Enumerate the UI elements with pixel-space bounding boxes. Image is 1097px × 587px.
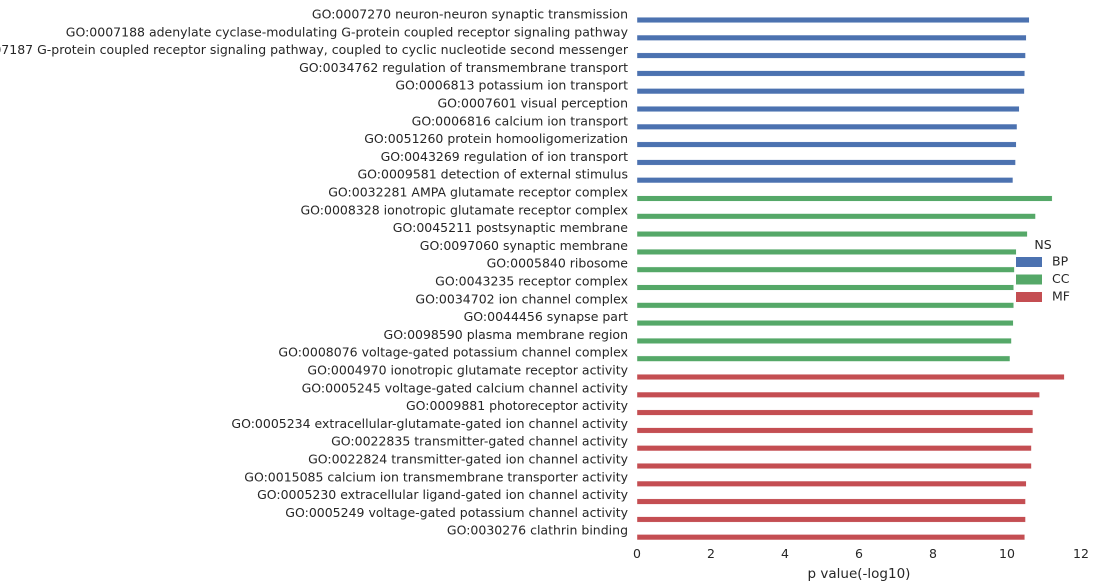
bar-bp xyxy=(636,106,1020,112)
bar-mf xyxy=(636,498,1026,505)
legend-label-bp: BP xyxy=(1052,254,1069,269)
bar-bp xyxy=(636,177,1014,184)
bar-cc xyxy=(636,266,1015,273)
category-label: GO:0008076 voltage-gated potassium chann… xyxy=(278,345,628,360)
bar-bp xyxy=(636,17,1030,23)
category-label: GO:0004970 ionotropic glutamate receptor… xyxy=(307,363,628,378)
category-label: GO:0007270 neuron-neuron synaptic transm… xyxy=(312,7,628,22)
category-labels: GO:0007270 neuron-neuron synaptic transm… xyxy=(0,7,629,538)
category-label: GO:0098590 plasma membrane region xyxy=(384,327,628,342)
x-tick-label: 10 xyxy=(999,546,1015,561)
bar-cc xyxy=(636,213,1036,220)
category-label: GO:0007188 adenylate cyclase-modulating … xyxy=(66,24,629,39)
x-tick-label: 2 xyxy=(707,546,715,561)
category-label: GO:0045211 postsynaptic membrane xyxy=(393,220,629,235)
bar-cc xyxy=(636,284,1014,291)
legend-swatch-cc xyxy=(1016,274,1042,285)
x-axis-ticks: 0 2 4 6 8 10 12 xyxy=(633,546,1089,561)
category-label: GO:0015085 calcium ion transmembrane tra… xyxy=(244,469,628,484)
bar-cc xyxy=(636,231,1028,238)
category-label: GO:0044456 synapse part xyxy=(464,309,628,324)
bar-bp xyxy=(636,88,1025,95)
category-label: GO:0043269 regulation of ion transport xyxy=(381,149,629,164)
bar-mf xyxy=(636,409,1034,416)
legend: NS BP CC MF xyxy=(1016,237,1070,304)
bar-mf xyxy=(636,463,1032,469)
bar-bp xyxy=(636,123,1018,130)
x-tick-label: 0 xyxy=(633,546,641,561)
category-label: GO:0005245 voltage-gated calcium channel… xyxy=(302,380,629,395)
x-tick-label: 4 xyxy=(781,546,789,561)
category-label: GO:0009581 detection of external stimulu… xyxy=(358,167,629,182)
x-tick-label: 6 xyxy=(855,546,863,561)
bar-bp xyxy=(636,159,1016,166)
category-label: GO:0051260 protein homooligomerization xyxy=(364,131,628,146)
bar-cc xyxy=(636,195,1053,202)
bar-bp xyxy=(636,70,1025,77)
category-label: GO:0034762 regulation of transmembrane t… xyxy=(299,60,628,75)
bar-mf xyxy=(636,427,1034,434)
bar-cc xyxy=(636,337,1012,344)
legend-swatch-mf xyxy=(1016,292,1042,302)
bar-mf xyxy=(636,534,1025,541)
category-label: GO:0006813 potassium ion transport xyxy=(395,78,628,93)
category-label: GO:0009881 photoreceptor activity xyxy=(406,398,629,413)
bar-cc xyxy=(636,248,1017,255)
category-label: GO:0007601 visual perception xyxy=(437,96,628,111)
category-label: GO:0005249 voltage-gated potassium chann… xyxy=(285,505,628,520)
legend-swatch-bp xyxy=(1016,257,1042,267)
bar-mf xyxy=(636,391,1040,398)
bar-cc xyxy=(636,320,1014,327)
category-label: GO:0097060 synaptic membrane xyxy=(420,238,629,253)
category-label: GO:0022824 transmitter-gated ion channel… xyxy=(308,452,629,467)
category-label: GO:0005840 ribosome xyxy=(487,256,629,271)
category-label: GO:0005230 extracellular ligand-gated io… xyxy=(257,487,629,502)
bar-mf xyxy=(636,445,1032,452)
bar-mf xyxy=(636,480,1027,487)
category-label: GO:0022835 transmitter-gated channel act… xyxy=(331,434,628,449)
category-label: GO:0043235 receptor complex xyxy=(435,274,628,289)
legend-title: NS xyxy=(1034,237,1051,252)
category-label: GO:0008328 ionotropic glutamate receptor… xyxy=(301,202,629,217)
category-label: GO:0006816 calcium ion transport xyxy=(412,113,628,128)
category-label: GO:0007187 G-protein coupled receptor si… xyxy=(0,42,629,57)
bar-bp xyxy=(636,141,1017,148)
bar-bp xyxy=(636,52,1026,59)
legend-label-mf: MF xyxy=(1052,289,1070,304)
category-label: GO:0032281 AMPA glutamate receptor compl… xyxy=(328,185,628,200)
x-tick-label: 8 xyxy=(929,546,937,561)
bar-cc xyxy=(636,355,1011,362)
legend-label-cc: CC xyxy=(1052,271,1070,286)
x-axis-title: p value(-log10) xyxy=(808,566,911,582)
x-tick-label: 12 xyxy=(1073,546,1089,561)
bar-mf xyxy=(636,516,1026,523)
bars-group xyxy=(636,17,1065,541)
category-label: GO:0034702 ion channel complex xyxy=(415,291,628,306)
category-label: GO:0030276 clathrin binding xyxy=(447,523,628,538)
bar-bp xyxy=(636,34,1027,41)
category-label: GO:0005234 extracellular-glutamate-gated… xyxy=(231,416,628,431)
bar-mf xyxy=(636,374,1065,380)
bar-cc xyxy=(636,302,1014,309)
